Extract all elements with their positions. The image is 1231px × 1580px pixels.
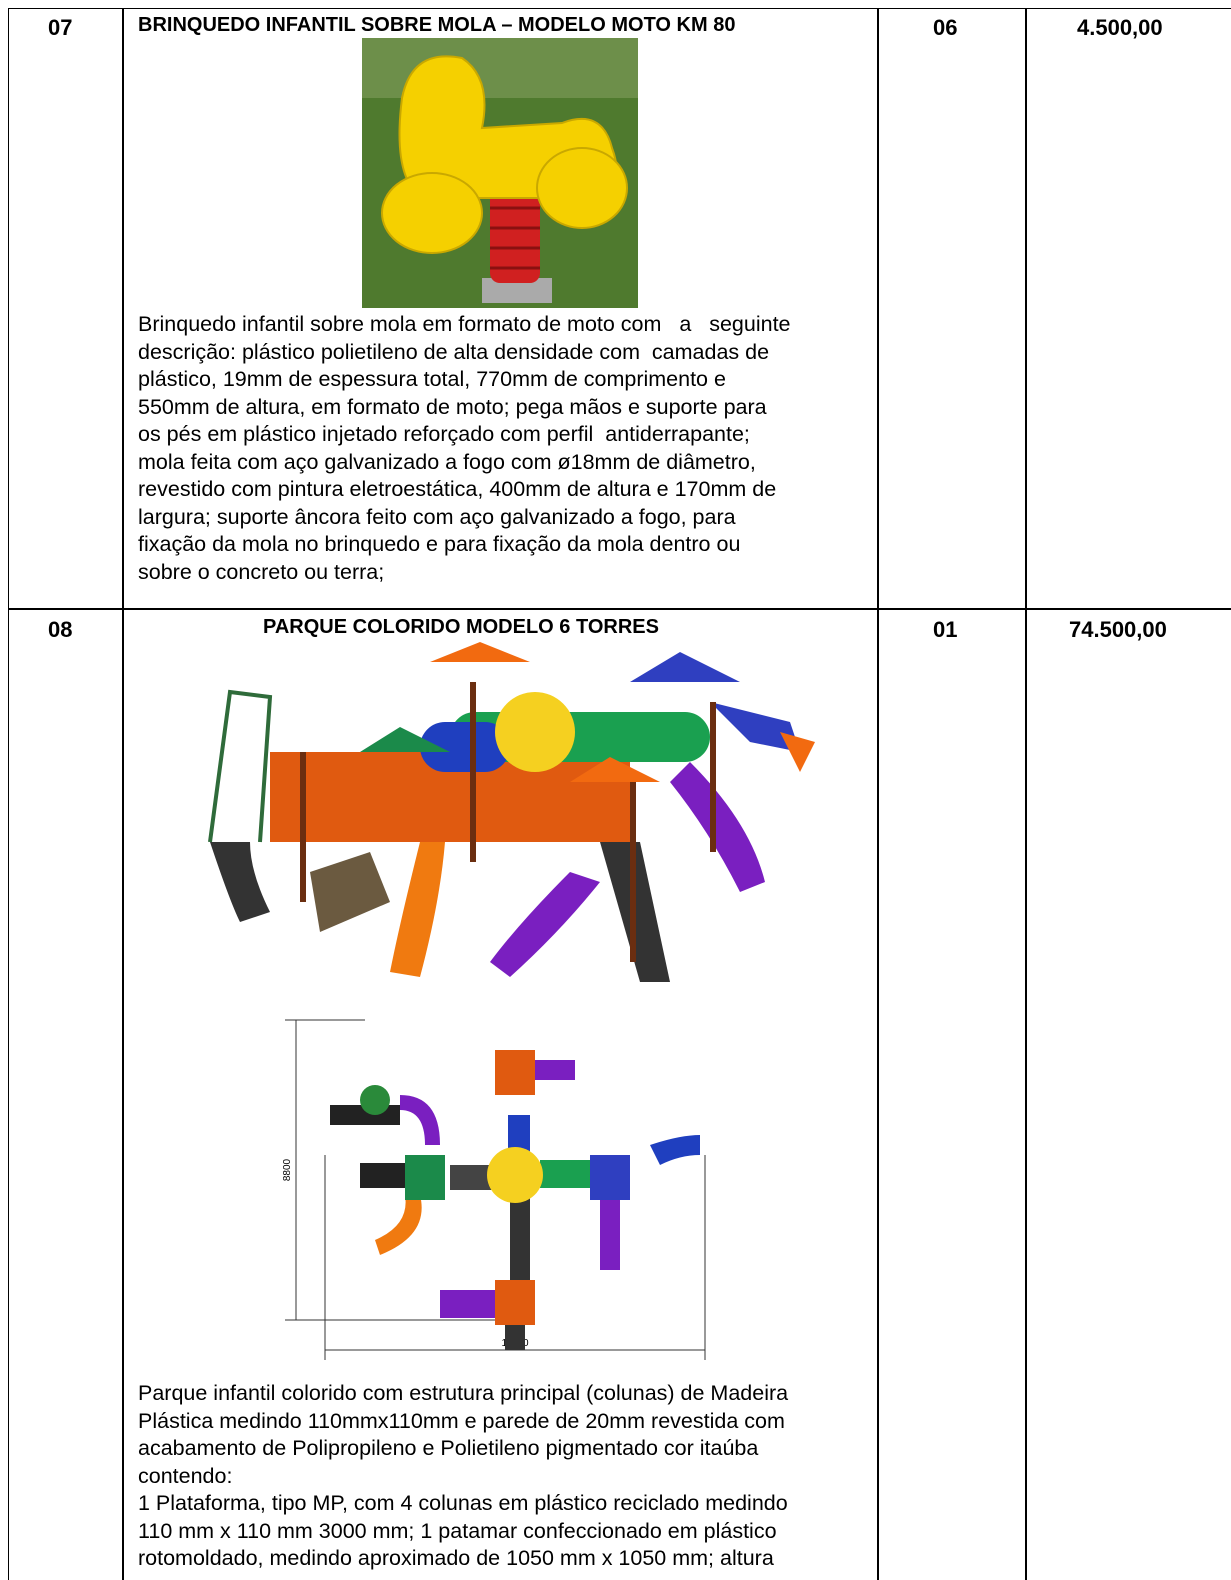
description-line: largura; suporte âncora feito com aço ga… [138, 504, 736, 529]
description-line: Plástica medindo 110mmx110mm e parede de… [138, 1408, 785, 1433]
cell [8, 608, 124, 1580]
description-line: rotomoldado, medindo aproximado de 1050 … [138, 1546, 774, 1570]
cell [1025, 608, 1231, 1580]
quantity: 06 [933, 15, 958, 40]
description-line: fixação da mola no brinquedo e para fixa… [138, 532, 741, 556]
cell [8, 8, 124, 610]
price: 4.500,00 [1077, 15, 1163, 40]
description: Brinquedo infantil sobre mola em formato… [138, 311, 791, 586]
description-line: plástico, 19mm de espessura total, 770mm… [138, 367, 726, 391]
description-line: os pés em plástico injetado reforçado co… [138, 422, 750, 446]
playground-render [208, 642, 815, 982]
cell [122, 8, 879, 610]
price: 74.500,00 [1069, 617, 1167, 642]
description-line: descrição: plástico polietileno de alta … [138, 339, 770, 364]
description-line: Parque infantil colorido com estrutura p… [138, 1381, 789, 1405]
dimension-label: 8800 [282, 1158, 293, 1181]
description-line: 1 Plataforma, tipo MP, com 4 colunas em … [138, 1491, 788, 1515]
description: Parque infantil colorido com estrutura p… [138, 1380, 788, 1573]
cell [122, 608, 879, 1580]
description-line: 110 mm x 110 mm 3000 mm; 1 patamar confe… [138, 1518, 777, 1543]
quantity: 01 [933, 617, 958, 642]
description-line: contendo: [138, 1463, 233, 1488]
description-line: 550mm de altura, em formato de moto; peg… [138, 394, 767, 419]
description-line: acabamento de Polipropileno e Polietilen… [138, 1436, 759, 1460]
description-line: mola feita com aço galvanizado a fogo co… [138, 449, 756, 474]
cell [877, 8, 1027, 610]
cell [877, 608, 1027, 1580]
item-number: 07 [48, 15, 73, 40]
description-line: Brinquedo infantil sobre mola em formato… [138, 312, 791, 336]
description-line: revestido com pintura eletroestática, 40… [138, 477, 777, 501]
product-photo [362, 38, 638, 308]
item-number: 08 [48, 617, 73, 642]
plan-drawing: 8800 11300 [282, 1019, 706, 1360]
item-title: PARQUE COLORIDO MODELO 6 TORRES [263, 616, 659, 638]
description-line: sobre o concreto ou terra; [138, 559, 385, 584]
item-title: BRINQUEDO INFANTIL SOBRE MOLA – MODELO M… [138, 14, 736, 36]
cell [1025, 8, 1231, 610]
